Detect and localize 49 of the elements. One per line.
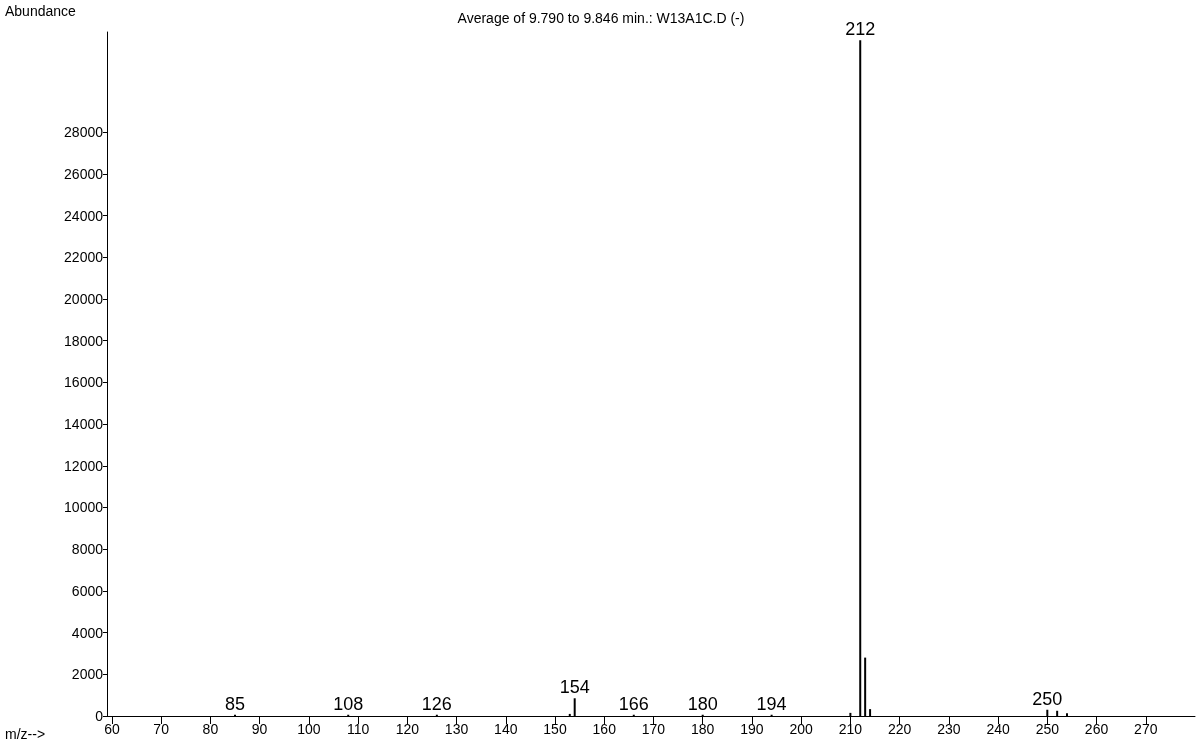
x-tick-label: 60	[104, 721, 120, 737]
x-tick-label: 130	[444, 721, 469, 737]
x-tick-label: 160	[592, 721, 617, 737]
y-tick-label: 20000	[64, 290, 104, 307]
x-tick-label: 100	[297, 721, 321, 737]
y-tick-label: 14000	[64, 416, 104, 433]
x-tick-label: 250	[1035, 721, 1060, 737]
y-axis-title: Abundance	[5, 3, 77, 19]
x-tick-label: 140	[494, 721, 518, 737]
x-tick-label: 180	[691, 721, 715, 737]
chart-title: Average of 9.790 to 9.846 min.: W13A1C.D (-)	[457, 10, 745, 26]
y-tick-label: 10000	[64, 499, 104, 516]
x-tick-label: 210	[838, 721, 863, 737]
annotation: 180	[687, 693, 718, 714]
annotation: 85	[224, 693, 246, 714]
y-tick-label: 16000	[64, 374, 104, 391]
x-tick-label: 170	[641, 721, 666, 737]
y-tick-label: 0	[95, 708, 104, 724]
x-axis-title: m/z-->	[5, 726, 46, 742]
annotation: 212	[845, 19, 876, 40]
x-tick-label: 80	[202, 721, 219, 737]
x-tick-label: 90	[251, 721, 268, 737]
annotation: 108	[333, 693, 364, 714]
y-tick-label: 6000	[71, 582, 104, 599]
y-tick-label: 24000	[64, 207, 104, 224]
y-tick-label: 18000	[64, 332, 104, 349]
x-tick-label: 190	[740, 721, 764, 737]
x-tick-label: 230	[937, 721, 961, 737]
x-tick-label: 260	[1084, 721, 1109, 737]
x-tick-label: 110	[346, 721, 370, 737]
x-tick-label: 150	[543, 721, 567, 737]
y-tick-label: 2000	[71, 666, 104, 683]
y-tick-label: 22000	[64, 249, 104, 266]
x-tick-label: 120	[395, 721, 420, 737]
x-tick-label: 70	[153, 721, 170, 737]
y-tick-label: 28000	[64, 124, 104, 141]
annotation: 194	[756, 693, 787, 714]
x-tick-label: 220	[887, 721, 912, 737]
annotation: 250	[1032, 688, 1063, 709]
x-tick-label: 200	[789, 721, 814, 737]
x-tick-label: 240	[986, 721, 1010, 737]
y-tick-label: 4000	[71, 624, 104, 641]
y-tick-label: 26000	[64, 165, 104, 182]
x-tick-label: 270	[1134, 721, 1158, 737]
annotation: 126	[421, 693, 452, 714]
annotation: 166	[618, 693, 649, 714]
y-tick-label: 8000	[71, 541, 104, 558]
y-tick-label: 12000	[64, 457, 104, 474]
annotation: 154	[559, 677, 590, 698]
